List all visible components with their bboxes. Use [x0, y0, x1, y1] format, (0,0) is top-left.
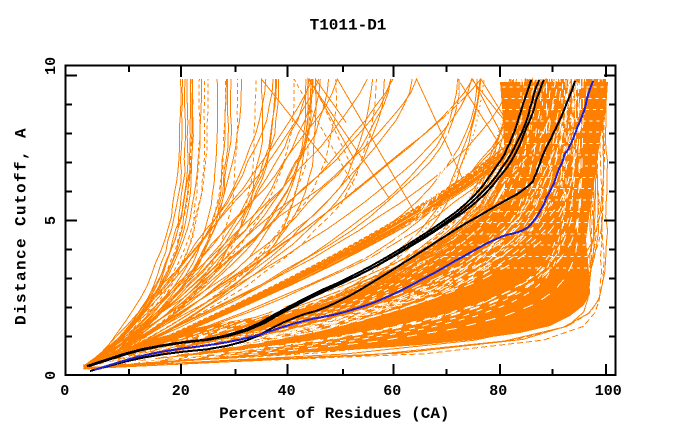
svg-text:Percent of Residues (CA): Percent of Residues (CA) — [219, 405, 449, 423]
svg-text:80: 80 — [489, 383, 507, 400]
svg-text:T1011-D1: T1011-D1 — [310, 17, 387, 35]
svg-text:60: 60 — [383, 383, 401, 400]
svg-text:Distance Cutoff, A: Distance Cutoff, A — [13, 127, 31, 325]
svg-text:0: 0 — [43, 371, 60, 380]
svg-text:100: 100 — [595, 383, 622, 400]
svg-text:10: 10 — [43, 57, 60, 75]
svg-text:20: 20 — [172, 383, 190, 400]
svg-text:40: 40 — [278, 383, 296, 400]
svg-text:5: 5 — [43, 216, 60, 225]
svg-text:0: 0 — [60, 383, 69, 400]
